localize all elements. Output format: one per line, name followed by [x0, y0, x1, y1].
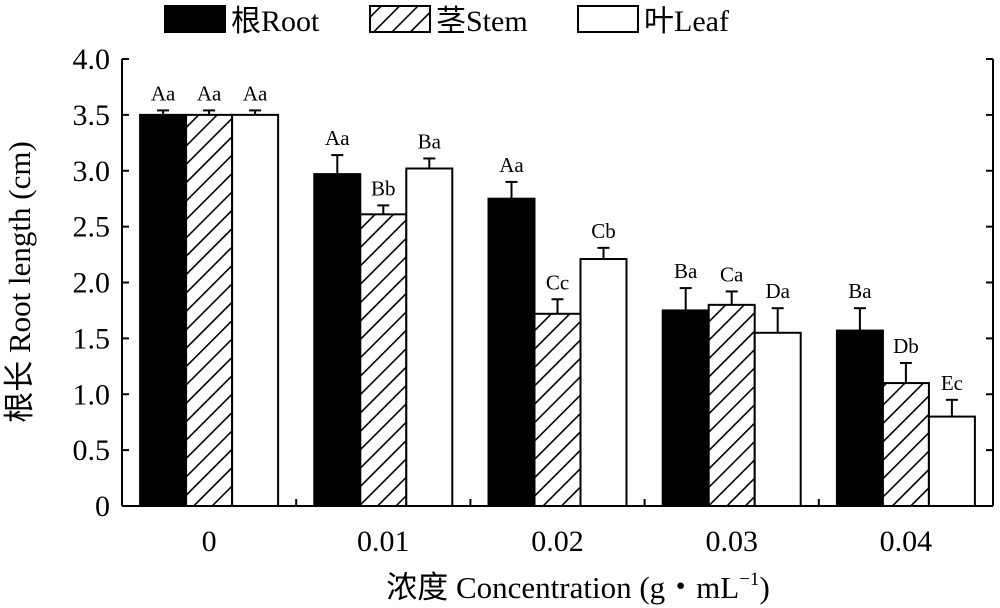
bar-root	[487, 197, 536, 507]
bar-leaf	[753, 331, 802, 507]
y-tick-label: 1.5	[73, 322, 111, 355]
y-tick-label: 0	[95, 490, 110, 523]
x-axis-title-superscript: −1	[739, 569, 759, 590]
significance-label: Bb	[371, 176, 396, 200]
x-axis-title-main: 浓度 Concentration (g・mL	[386, 570, 739, 605]
significance-label: Cc	[546, 270, 569, 294]
y-tick-label: 0.5	[73, 434, 111, 467]
significance-label: Aa	[243, 81, 268, 105]
bar-root	[313, 173, 362, 507]
y-tick-label: 4.0	[73, 43, 111, 76]
legend-label: 茎Stem	[436, 5, 528, 38]
significance-label: Db	[893, 334, 919, 358]
significance-label: Aa	[325, 126, 350, 150]
legend-swatch	[369, 5, 431, 33]
significance-label: Aa	[151, 81, 176, 105]
bar-leaf	[405, 167, 454, 507]
y-tick-label: 2.0	[73, 267, 111, 300]
bar-stem	[359, 213, 408, 508]
significance-label: Ca	[720, 262, 744, 286]
x-axis-title-suffix: )	[759, 570, 769, 605]
x-axis-title: 浓度 Concentration (g・mL−1)	[386, 569, 770, 605]
bar-leaf	[579, 258, 628, 507]
bar-root	[835, 329, 884, 507]
bar-stem	[707, 303, 756, 507]
significance-label: Aa	[499, 153, 524, 177]
significance-label: Ba	[674, 259, 698, 283]
bar-stem	[185, 113, 234, 507]
x-tick-label: 0.03	[705, 525, 758, 558]
bar-leaf	[927, 415, 976, 508]
significance-label: Ba	[418, 129, 442, 153]
bar-root	[661, 309, 710, 507]
significance-label: Ec	[941, 371, 963, 395]
y-tick-label: 3.5	[73, 99, 111, 132]
bar-stem	[881, 382, 930, 508]
x-tick-label: 0.01	[357, 525, 410, 558]
significance-label: Cb	[591, 219, 616, 243]
bar-leaf	[231, 113, 280, 507]
significance-label: Aa	[197, 81, 222, 105]
legend-swatch	[164, 5, 226, 33]
bar-root	[139, 113, 188, 507]
plot-area: 0 0.5 1.0 1.5 2.0 2.5 3.0 3.5 4.0 0 0.01 0.02 0.03 0.…	[73, 43, 994, 558]
significance-label: Da	[765, 279, 790, 303]
y-tick-label: 3.0	[73, 155, 111, 188]
x-tick-label: 0.04	[880, 525, 933, 558]
y-tick-label: 2.5	[73, 211, 111, 244]
legend-swatch	[577, 5, 639, 33]
significance-label: Ba	[848, 279, 872, 303]
y-tick-label: 1.0	[73, 378, 111, 411]
x-tick-label: 0.02	[531, 525, 584, 558]
y-axis-title: 根长 Root length (cm)	[2, 141, 37, 423]
bar-stem	[533, 312, 582, 508]
legend: 根Root 茎Stem 叶Leaf	[164, 5, 729, 38]
legend-label: 叶Leaf	[644, 5, 729, 38]
legend-label: 根Root	[231, 5, 320, 38]
x-tick-label: 0	[202, 525, 217, 558]
